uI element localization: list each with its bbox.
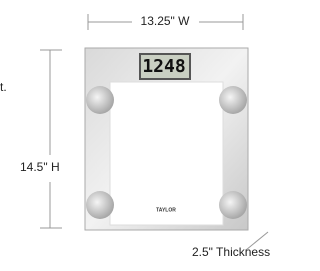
scale-foot — [86, 86, 114, 114]
width-label: 13.25" W — [141, 14, 191, 28]
scale-foot — [86, 191, 114, 219]
brand-logo: TAYLOR — [156, 207, 176, 213]
scale-foot — [219, 86, 247, 114]
scale-platform — [110, 82, 223, 225]
cut-off-label: t. — [0, 80, 7, 94]
scale-foot — [219, 191, 247, 219]
display-reading: 1248 — [142, 56, 185, 77]
page: t. 13.25" W 14.5" H 1248 TAYLOR 2.5" Thi… — [0, 0, 320, 271]
height-label: 14.5" H — [20, 160, 60, 174]
product-image: t. 13.25" W 14.5" H 1248 TAYLOR 2.5" Thi… — [0, 0, 286, 271]
thickness-label: 2.5" Thickness — [192, 245, 270, 259]
